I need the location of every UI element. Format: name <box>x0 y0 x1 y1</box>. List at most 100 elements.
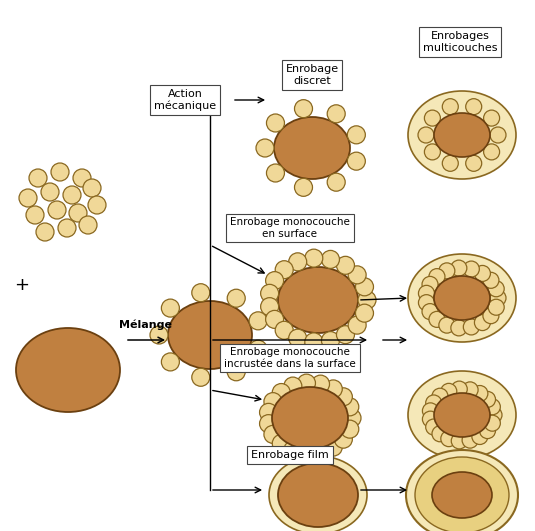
Circle shape <box>486 407 502 423</box>
Text: Action
mécanique: Action mécanique <box>154 89 216 111</box>
Circle shape <box>479 391 495 407</box>
Circle shape <box>256 139 274 157</box>
Circle shape <box>261 284 279 302</box>
Circle shape <box>275 321 293 339</box>
Circle shape <box>442 155 458 172</box>
Ellipse shape <box>434 393 490 437</box>
Circle shape <box>341 398 359 416</box>
Circle shape <box>227 363 245 381</box>
Circle shape <box>297 444 316 462</box>
Circle shape <box>192 369 210 386</box>
Circle shape <box>426 395 442 411</box>
Circle shape <box>265 272 284 289</box>
Ellipse shape <box>168 301 252 369</box>
Circle shape <box>451 260 467 276</box>
Circle shape <box>424 144 440 160</box>
Circle shape <box>484 110 500 126</box>
Ellipse shape <box>272 387 348 449</box>
Circle shape <box>305 333 323 351</box>
Circle shape <box>426 419 442 435</box>
Circle shape <box>355 278 373 296</box>
Circle shape <box>341 420 359 438</box>
Circle shape <box>462 382 478 398</box>
Circle shape <box>327 173 345 191</box>
Circle shape <box>294 178 312 196</box>
Circle shape <box>484 144 500 160</box>
Circle shape <box>265 311 284 328</box>
Circle shape <box>488 299 504 315</box>
Circle shape <box>343 409 361 427</box>
Circle shape <box>294 100 312 118</box>
Circle shape <box>334 388 353 406</box>
Circle shape <box>311 443 330 461</box>
Circle shape <box>58 219 76 237</box>
Circle shape <box>475 314 491 331</box>
Circle shape <box>275 261 293 279</box>
Ellipse shape <box>278 267 358 333</box>
Circle shape <box>451 433 467 449</box>
Circle shape <box>284 377 302 395</box>
Circle shape <box>324 438 342 456</box>
Circle shape <box>490 290 506 306</box>
Circle shape <box>264 425 282 443</box>
Circle shape <box>358 291 376 309</box>
Ellipse shape <box>16 328 120 412</box>
Circle shape <box>337 256 355 275</box>
Circle shape <box>418 127 434 143</box>
Text: Enrobage film: Enrobage film <box>251 450 329 460</box>
Circle shape <box>347 152 365 170</box>
Circle shape <box>439 317 455 333</box>
Circle shape <box>88 196 106 214</box>
Circle shape <box>432 388 448 404</box>
Circle shape <box>442 99 458 115</box>
Circle shape <box>475 266 491 281</box>
Circle shape <box>324 380 342 398</box>
Circle shape <box>432 426 448 442</box>
Circle shape <box>297 374 316 392</box>
Circle shape <box>261 298 279 315</box>
Circle shape <box>36 223 54 241</box>
Circle shape <box>19 189 37 207</box>
Ellipse shape <box>408 91 516 179</box>
Circle shape <box>284 441 302 459</box>
Ellipse shape <box>434 113 490 157</box>
Ellipse shape <box>434 276 490 320</box>
Circle shape <box>334 430 353 448</box>
Circle shape <box>322 251 340 268</box>
Circle shape <box>227 289 245 307</box>
Text: Enrobage monocouche
en surface: Enrobage monocouche en surface <box>230 217 350 239</box>
Circle shape <box>259 404 278 422</box>
Circle shape <box>422 304 438 320</box>
Circle shape <box>259 415 278 433</box>
Circle shape <box>348 316 366 334</box>
Circle shape <box>162 353 179 371</box>
Circle shape <box>79 216 97 234</box>
Circle shape <box>192 284 210 302</box>
Text: Enrobage monocouche
incrustée dans la surface: Enrobage monocouche incrustée dans la su… <box>224 347 356 369</box>
Ellipse shape <box>406 450 518 531</box>
Circle shape <box>48 201 66 219</box>
Circle shape <box>272 383 291 401</box>
Ellipse shape <box>274 117 350 179</box>
Circle shape <box>272 434 291 452</box>
Circle shape <box>289 329 307 347</box>
Circle shape <box>249 312 267 330</box>
Circle shape <box>484 399 500 415</box>
Circle shape <box>472 429 488 444</box>
Circle shape <box>83 179 101 197</box>
Circle shape <box>462 432 478 448</box>
Circle shape <box>150 326 168 344</box>
Circle shape <box>264 392 282 410</box>
Circle shape <box>289 253 307 271</box>
Circle shape <box>463 261 479 277</box>
Circle shape <box>41 183 59 201</box>
Circle shape <box>488 281 504 297</box>
Circle shape <box>451 320 467 336</box>
Circle shape <box>249 340 267 358</box>
Text: Mélange: Mélange <box>119 320 172 330</box>
Circle shape <box>69 204 87 222</box>
Circle shape <box>348 266 366 284</box>
Circle shape <box>483 272 499 288</box>
Ellipse shape <box>415 457 509 531</box>
Circle shape <box>266 164 285 182</box>
